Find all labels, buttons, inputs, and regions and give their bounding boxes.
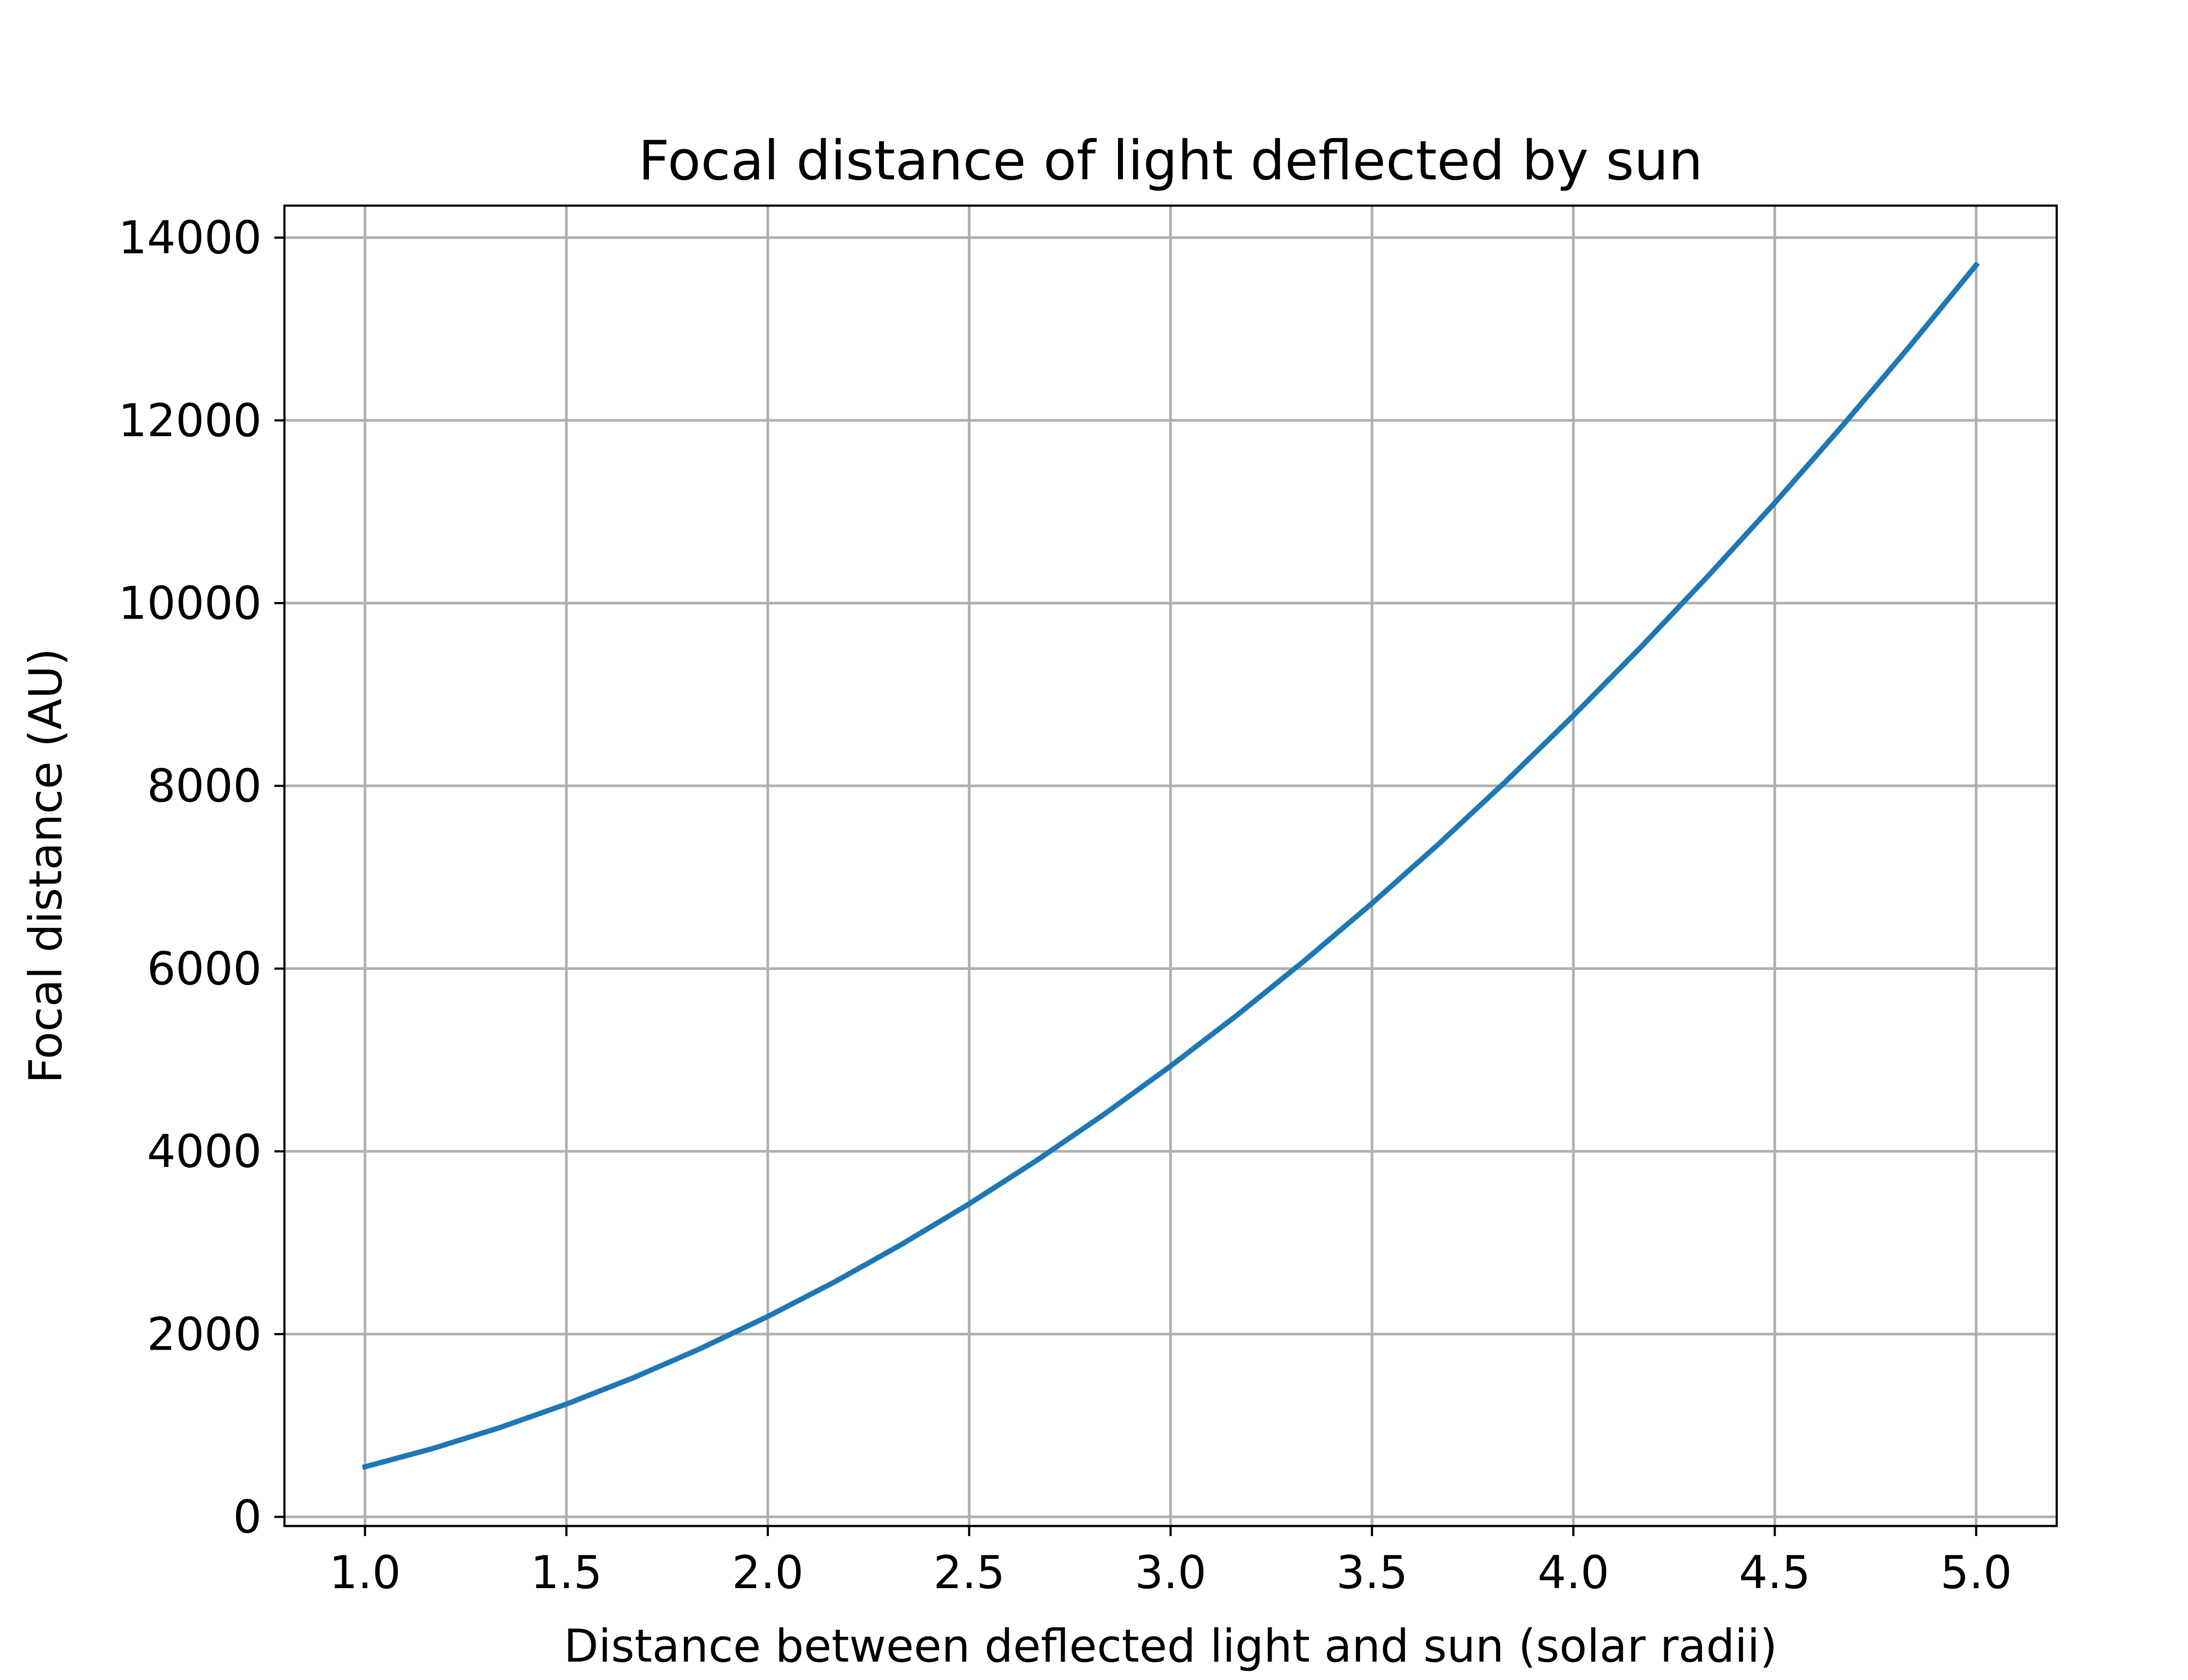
x-tick-label: 3.5	[1336, 1547, 1408, 1599]
x-tick-label: 2.5	[933, 1547, 1005, 1599]
grid-lines	[284, 206, 2057, 1526]
x-tick-label: 1.0	[329, 1547, 401, 1599]
x-axis-label: Distance between deflected light and sun…	[564, 1620, 1777, 1673]
x-tick-label: 5.0	[1940, 1547, 2012, 1599]
y-tick-label: 4000	[147, 1126, 262, 1178]
y-axis-label: Focal distance (AU)	[20, 648, 72, 1083]
x-tick-label: 1.5	[530, 1547, 602, 1599]
y-tick-label: 2000	[147, 1308, 262, 1361]
y-tick-label: 12000	[118, 395, 262, 447]
y-tick-label: 6000	[147, 943, 262, 995]
x-tick-label: 2.0	[732, 1547, 804, 1599]
x-tick-label: 4.5	[1739, 1547, 1811, 1599]
y-tick-label: 14000	[118, 212, 262, 264]
y-tick-label: 8000	[147, 760, 262, 812]
series-layer	[361, 261, 1980, 1470]
x-tick-label: 3.0	[1135, 1547, 1206, 1599]
y-tick-label: 10000	[118, 578, 262, 630]
chart-title: Focal distance of light deflected by sun	[638, 130, 1703, 192]
y-tick-label: 0	[233, 1491, 262, 1544]
x-tick-label: 4.0	[1538, 1547, 1609, 1599]
series-line	[361, 261, 1980, 1470]
axis-ticks: 1.0 1.5 2.0 2.5 3.0 3.5 4.0 4.5 5.0 0 2000 4000 6000…	[118, 212, 2012, 1599]
